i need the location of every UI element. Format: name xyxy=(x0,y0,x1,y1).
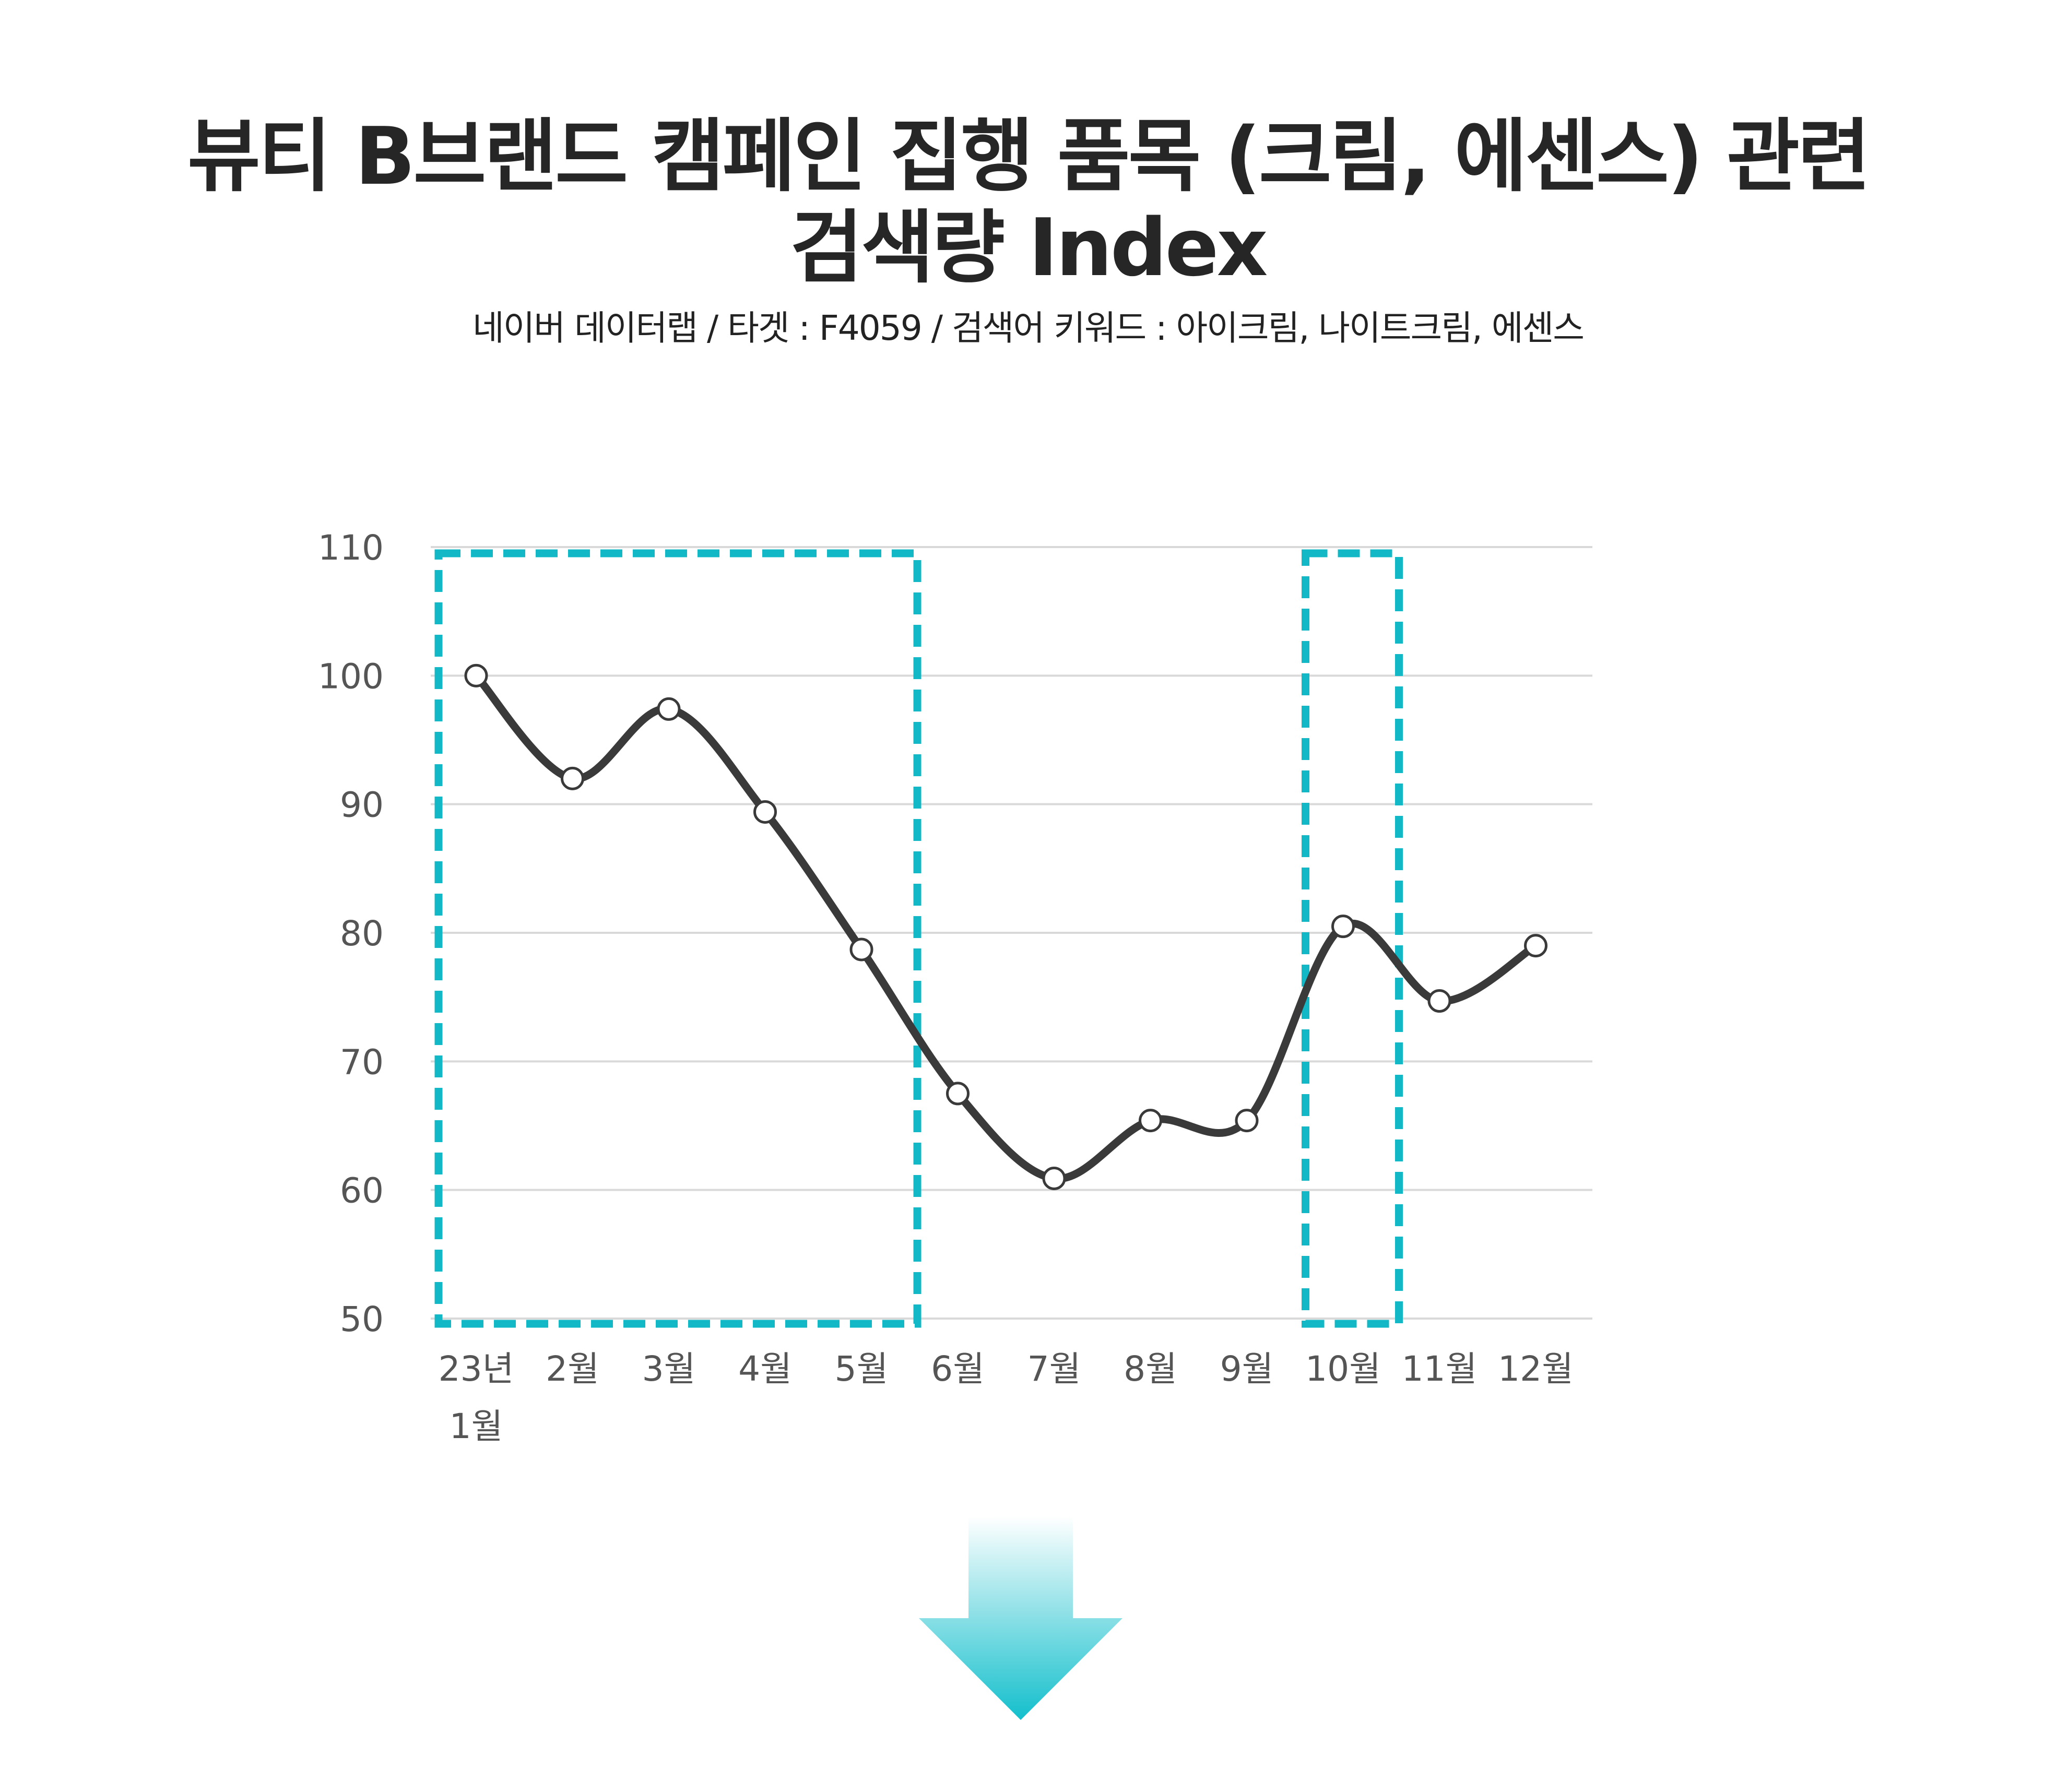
data-point xyxy=(1139,1109,1162,1133)
x-tick-label: 1월 xyxy=(450,1406,503,1446)
x-tick-label: 11월 xyxy=(1402,1349,1478,1389)
x-tick-label: 7월 xyxy=(1027,1349,1081,1389)
y-tick-label: 50 xyxy=(340,1299,384,1339)
x-tick-label: 10월 xyxy=(1305,1349,1381,1389)
data-point xyxy=(1524,934,1547,958)
y-tick-label: 60 xyxy=(340,1171,384,1211)
down-arrow-icon xyxy=(919,1516,1122,1720)
x-tick-label: 6월 xyxy=(931,1349,985,1389)
y-tick-label: 110 xyxy=(318,528,384,568)
data-point xyxy=(1331,915,1355,939)
x-tick-label: 12월 xyxy=(1498,1349,1574,1389)
y-tick-label: 100 xyxy=(318,656,384,696)
data-point xyxy=(561,766,584,790)
data-point xyxy=(1042,1166,1066,1190)
data-point xyxy=(946,1082,970,1106)
chart-subtitle: 네이버 데이터랩 / 타겟 : F4059 / 검색어 키워드 : 아이크림, … xyxy=(472,308,1585,348)
data-point xyxy=(464,663,488,687)
data-point xyxy=(753,800,777,824)
highlight-box xyxy=(434,549,921,1328)
x-tick-label: 2월 xyxy=(546,1349,599,1389)
highlight-box xyxy=(1302,549,1403,1328)
data-point xyxy=(1427,989,1451,1013)
chart-title-line1: 뷰티 B브랜드 캠페인 집행 품목 (크림, 에센스) 관련 xyxy=(187,110,1871,203)
data-point xyxy=(1235,1109,1259,1133)
x-tick-label: 23년 xyxy=(439,1349,514,1389)
x-tick-label: 9월 xyxy=(1220,1349,1274,1389)
data-point xyxy=(849,937,873,962)
x-tick-label: 3월 xyxy=(642,1349,696,1389)
x-tick-label: 8월 xyxy=(1124,1349,1177,1389)
x-tick-label: 4월 xyxy=(738,1349,792,1389)
y-tick-label: 80 xyxy=(340,913,384,954)
y-tick-label: 70 xyxy=(340,1042,384,1082)
y-tick-label: 90 xyxy=(340,785,384,825)
series-line xyxy=(472,671,1540,1183)
data-point xyxy=(657,697,681,721)
chart-title-line2: 검색량 Index xyxy=(790,201,1268,294)
x-tick-label: 5월 xyxy=(835,1349,889,1389)
